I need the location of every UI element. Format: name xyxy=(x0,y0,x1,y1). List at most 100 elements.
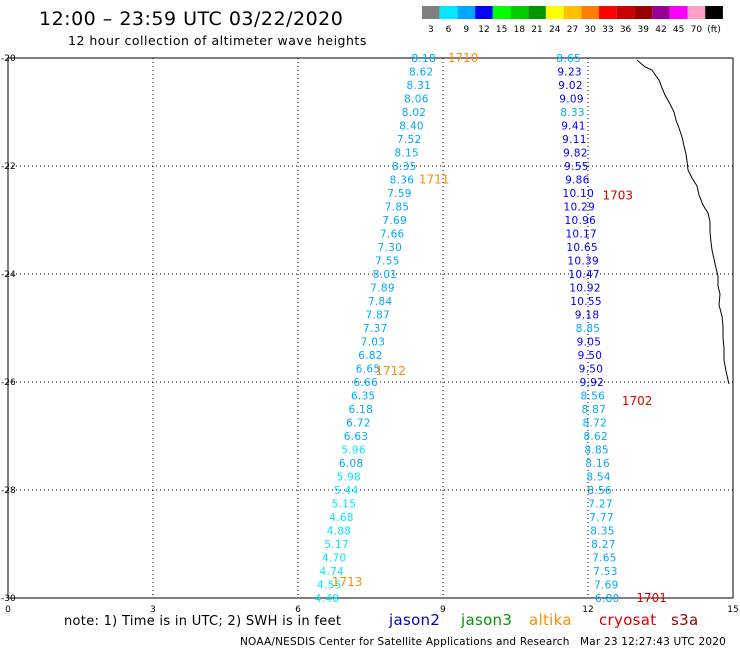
wave-height-value: 6.66 xyxy=(353,377,378,389)
wave-height-value: 7.27 xyxy=(588,499,613,511)
y-axis-ticks: -20 -22 -24 -26 -28 -30 xyxy=(1,54,16,604)
colorbar-label: 12 xyxy=(478,25,489,35)
colorbar-swatch xyxy=(510,6,529,19)
wave-height-value: 9.09 xyxy=(559,94,584,106)
wave-height-value: 8.65 xyxy=(556,53,581,65)
wave-height-value: 10.29 xyxy=(564,202,596,214)
wave-height-value: 8.02 xyxy=(402,107,427,119)
colorbar-label: 6 xyxy=(446,25,452,35)
wave-height-value: 9.86 xyxy=(565,175,590,187)
wave-height-value: 7.65 xyxy=(592,553,617,565)
footer-timestamp: Mar 23 12:27:43 UTC 2020 xyxy=(580,636,726,648)
wave-height-value: 10.65 xyxy=(566,242,598,254)
colorbar-label: 21 xyxy=(531,25,542,35)
wave-height-value: 6.35 xyxy=(351,391,376,403)
colorbar-swatch xyxy=(422,6,440,19)
wave-height-value: 10.10 xyxy=(563,188,595,200)
wave-height-value: 10.39 xyxy=(567,256,599,268)
wave-height-value: 9.23 xyxy=(557,67,582,79)
wave-height-value: 6.63 xyxy=(344,431,369,443)
wave-height-value: 10.47 xyxy=(568,269,600,281)
wave-height-value: 10.96 xyxy=(564,215,596,227)
track-label: 1713 xyxy=(332,575,363,589)
y-tick-label: -28 xyxy=(1,486,16,496)
wave-height-value: 8.62 xyxy=(583,431,608,443)
track-label: 1701 xyxy=(636,591,667,605)
wave-height-value: 8.16 xyxy=(585,458,610,470)
colorbar-label: 3 xyxy=(428,25,434,35)
wave-height-value: 8.33 xyxy=(560,107,585,119)
wave-height-value: 7.59 xyxy=(387,188,412,200)
legend-s3a: s3a xyxy=(671,611,698,629)
colorbar-swatch xyxy=(457,6,476,19)
colorbar-label: 30 xyxy=(584,25,596,35)
wave-height-value: 10.55 xyxy=(570,296,602,308)
coastline xyxy=(636,59,730,385)
wave-height-value: 5.96 xyxy=(341,445,366,457)
wave-height-value: 10.17 xyxy=(565,229,597,241)
x-tick-label: 15 xyxy=(727,605,738,615)
x-axis-ticks: 0 3 6 9 12 15 xyxy=(5,605,739,615)
wave-height-value: 8.06 xyxy=(404,94,429,106)
y-tick-label: -20 xyxy=(1,54,16,64)
colorbar-label: 33 xyxy=(602,25,613,35)
colorbar-label: 45 xyxy=(673,25,684,35)
wave-height-value: 7.85 xyxy=(385,202,410,214)
track-label: 1703 xyxy=(603,189,634,203)
colorbar-swatch xyxy=(616,6,635,19)
wave-height-value: 8.27 xyxy=(591,539,616,551)
wave-height-value: 4.48 xyxy=(315,593,340,605)
wave-height-value: 9.18 xyxy=(575,310,600,322)
wave-height-value: 8.36 xyxy=(390,175,415,187)
wave-height-value: 8.31 xyxy=(407,80,432,92)
wave-height-value: 9.02 xyxy=(558,80,583,92)
wave-height-value: 7.03 xyxy=(361,337,386,349)
legend-jason2: jason2 xyxy=(388,611,440,629)
track-label: 1711 xyxy=(419,173,450,187)
colorbar-swatch xyxy=(634,6,653,19)
wave-height-value: 7.66 xyxy=(380,229,405,241)
wave-height-value: 7.55 xyxy=(375,256,400,268)
wave-height-value: 8.62 xyxy=(409,67,434,79)
wave-height-value: 6.80 xyxy=(595,593,620,605)
wave-height-value: 9.55 xyxy=(564,161,589,173)
wave-height-value: 8.85 xyxy=(576,323,601,335)
wave-height-value: 5.17 xyxy=(324,539,349,551)
wave-height-value: 6.18 xyxy=(349,404,374,416)
track-labels: 1710 1711 1712 1713 1703 1702 1701 xyxy=(332,51,667,605)
wave-height-value: 8.56 xyxy=(587,485,612,497)
wave-height-value: 7.77 xyxy=(589,512,614,524)
colorbar-label: (ft) xyxy=(707,25,721,35)
legend-altika: altika xyxy=(529,611,572,629)
wave-height-value: 6.65 xyxy=(356,364,381,376)
wave-height-value: 8.40 xyxy=(399,121,424,133)
wave-height-value: 7.37 xyxy=(363,323,388,335)
colorbar-swatch xyxy=(581,6,599,19)
wave-height-value: 10.92 xyxy=(569,283,601,295)
y-tick-label: -22 xyxy=(1,162,16,172)
wave-height-value: 7.69 xyxy=(382,215,407,227)
colorbar-swatch xyxy=(563,6,582,19)
y-tick-label: -26 xyxy=(1,378,16,388)
wave-height-value: 5.15 xyxy=(332,499,357,511)
x-tick-label: 12 xyxy=(582,605,593,615)
x-tick-label: 9 xyxy=(440,605,446,615)
colorbar-label: 27 xyxy=(567,25,578,35)
wave-height-value: 9.92 xyxy=(580,377,605,389)
wave-height-points: 8.188.628.318.068.028.407.528.158.358.36… xyxy=(315,53,620,605)
wave-height-value: 7.69 xyxy=(594,580,619,592)
y-tick-label: -24 xyxy=(1,270,16,280)
wave-height-value: 9.11 xyxy=(562,134,587,146)
colorbar-swatch xyxy=(545,6,564,19)
y-tick-label: -30 xyxy=(1,594,16,604)
satellite-legend: jason2 jason3 altika cryosat s3a xyxy=(388,611,698,629)
legend-cryosat: cryosat xyxy=(599,611,656,629)
plot-frame xyxy=(7,57,734,599)
wave-height-value: 7.84 xyxy=(368,296,393,308)
wave-height-value: 5.44 xyxy=(334,485,359,497)
wave-height-value: 6.72 xyxy=(346,418,371,430)
wave-height-value: 7.30 xyxy=(378,242,403,254)
track-label: 1712 xyxy=(375,364,406,378)
colorbar-swatch xyxy=(492,6,511,19)
